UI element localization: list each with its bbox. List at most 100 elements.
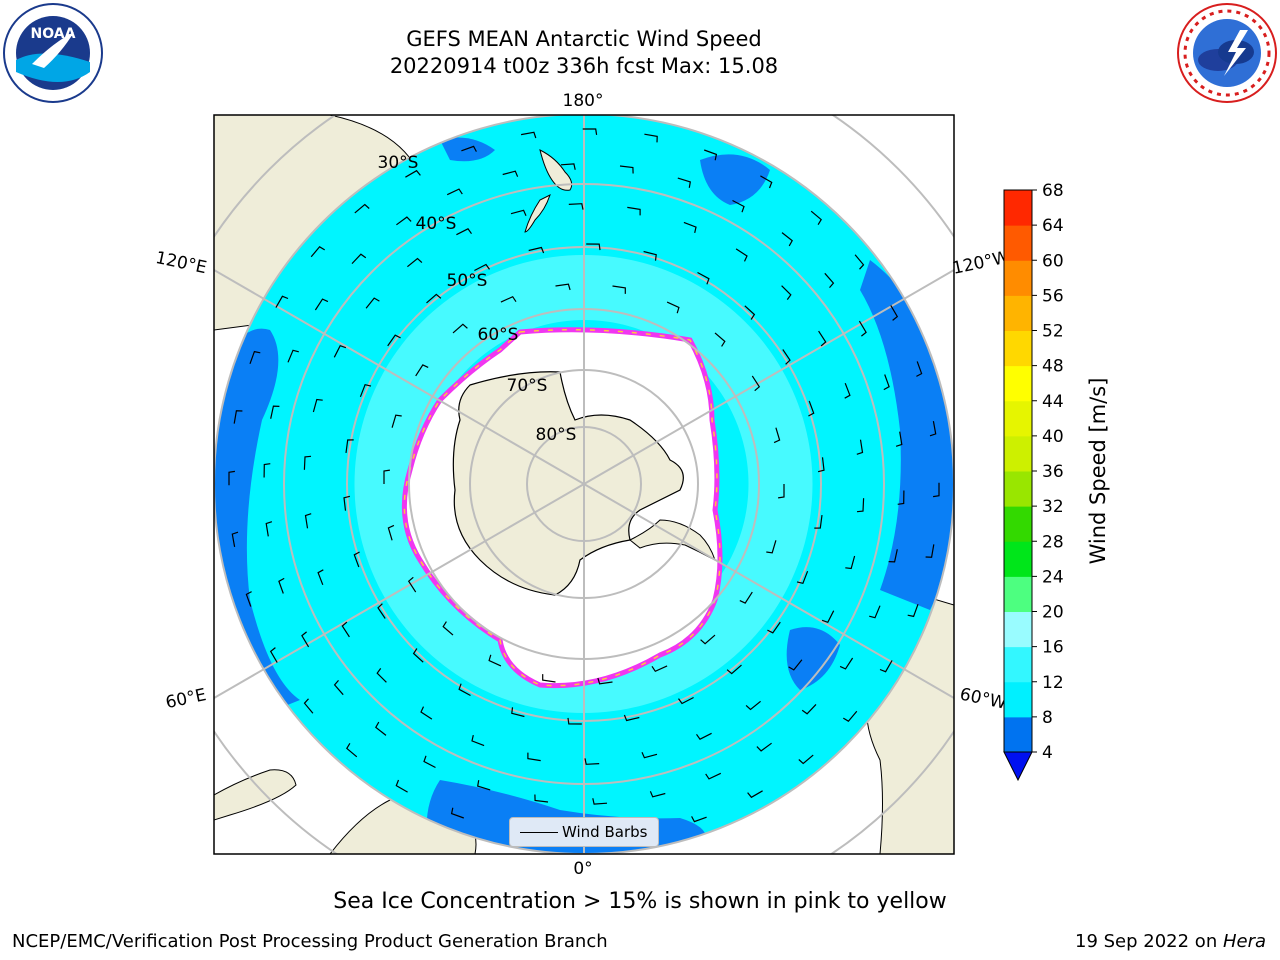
wind-barb (442, 621, 454, 636)
colorbar-tick-label: 8 (1042, 708, 1053, 728)
wind-barb (814, 515, 823, 529)
colorbar-label: Wind Speed [m/s] (1086, 378, 1110, 565)
wind-barb (245, 591, 252, 607)
wind-barb (666, 301, 680, 314)
new-zealand-north-island (539, 149, 573, 191)
footer-host: Hera (1222, 931, 1266, 952)
colorbar-segment (1004, 716, 1032, 753)
wind-barb (383, 469, 390, 484)
wind-barb (310, 246, 326, 258)
wind-barb (511, 707, 525, 718)
wind-barb (584, 758, 600, 765)
wind-barb (520, 131, 537, 139)
lat-label-80s: 80°S (536, 425, 577, 445)
wind-barb (781, 232, 793, 247)
wind-barb (275, 295, 289, 308)
wind-barb (346, 742, 358, 758)
colorbar-tick-label: 16 (1042, 638, 1064, 658)
wind-barb (842, 710, 858, 722)
wind-barb (879, 660, 893, 673)
wind-barb (567, 717, 582, 725)
wind-barb (677, 177, 691, 188)
colorbar-extend-arrow (1003, 751, 1033, 782)
chart-subtitle: 20220914 t00z 336h fcst Max: 15.08 (389, 54, 779, 78)
colorbar-segment (1004, 400, 1032, 437)
lon-label-60e: 60°E (164, 685, 208, 713)
wind-barb (651, 665, 668, 673)
graticule (214, 115, 954, 854)
wind-barb (925, 544, 935, 558)
wind-barb (697, 271, 710, 285)
wind-barb (726, 664, 742, 675)
wind-barbs (228, 128, 940, 840)
wind-barb (678, 696, 694, 705)
wind-barb (839, 657, 854, 670)
colorbar-tick-label: 44 (1042, 392, 1064, 412)
colorbar-segment (1004, 646, 1032, 683)
madagascar-landmass (214, 769, 297, 821)
wind-barb (477, 780, 491, 791)
colorbar-segment (1004, 260, 1032, 296)
wind-barb (500, 295, 517, 303)
wind-barb (228, 470, 235, 486)
wind-barb (456, 228, 472, 236)
wind-barb (270, 405, 280, 419)
legend-line-swatch (520, 832, 558, 833)
wind-barb (747, 790, 763, 799)
wind-barb (627, 206, 641, 216)
footer-credit: NCEP/EMC/Verification Post Processing Pr… (12, 931, 608, 952)
wind-barb (739, 591, 753, 604)
wind-barb (420, 706, 433, 720)
low-wind-region (860, 260, 954, 610)
colorbar-tick-label: 12 (1042, 673, 1064, 693)
wind-barb (821, 610, 835, 624)
wind-barb (233, 410, 243, 424)
wind-barb (623, 714, 640, 722)
wind-barb (735, 248, 748, 262)
wind-barb (450, 807, 465, 819)
nws-logo (1177, 3, 1277, 103)
wind-barb (824, 272, 835, 288)
wind-barb (304, 513, 312, 529)
colorbar-segment (1004, 541, 1032, 577)
lat-label-60s: 60°S (478, 325, 519, 345)
wind-barb (303, 455, 312, 470)
wind-barb (452, 323, 468, 334)
wind-barb (619, 165, 634, 174)
wind-barb (377, 603, 386, 619)
noaa-logo: NOAA (3, 3, 103, 103)
new-zealand-south-island (524, 194, 551, 233)
wind-barb (744, 305, 756, 320)
wind-barb (854, 254, 865, 270)
wind-barb (643, 250, 657, 261)
wind-barb (844, 382, 851, 399)
colorbar-tick-label: 28 (1042, 532, 1064, 552)
wind-barb (278, 577, 285, 594)
colorbar-segment (1004, 330, 1032, 367)
wind-barb (333, 344, 347, 358)
colorbar-segment (1004, 681, 1032, 718)
colorbar-tick-label: 20 (1042, 603, 1064, 623)
wind-barb (502, 170, 519, 177)
sea-ice-caption: Sea Ice Concentration > 15% is shown in … (333, 889, 947, 914)
colorbar-segment (1004, 576, 1032, 612)
wind-barb (782, 349, 791, 365)
wind-barb (269, 647, 278, 663)
legend-label: Wind Barbs (562, 823, 648, 841)
colorbar-tick-label: 48 (1042, 357, 1064, 377)
colorbar-segment (1004, 471, 1032, 507)
wind-barb (359, 383, 372, 398)
wind-barb (391, 414, 402, 428)
lat-label-50s: 50°S (447, 271, 488, 291)
wind-barb (353, 551, 360, 568)
wind-barb (597, 677, 613, 685)
wind-barb (375, 721, 387, 736)
colorbar-segment (1004, 365, 1032, 402)
wind-barb (756, 742, 772, 752)
wind-barb (929, 420, 937, 437)
wind-barb (345, 439, 354, 453)
wind-barb (796, 570, 809, 585)
wind-barb (387, 334, 401, 347)
